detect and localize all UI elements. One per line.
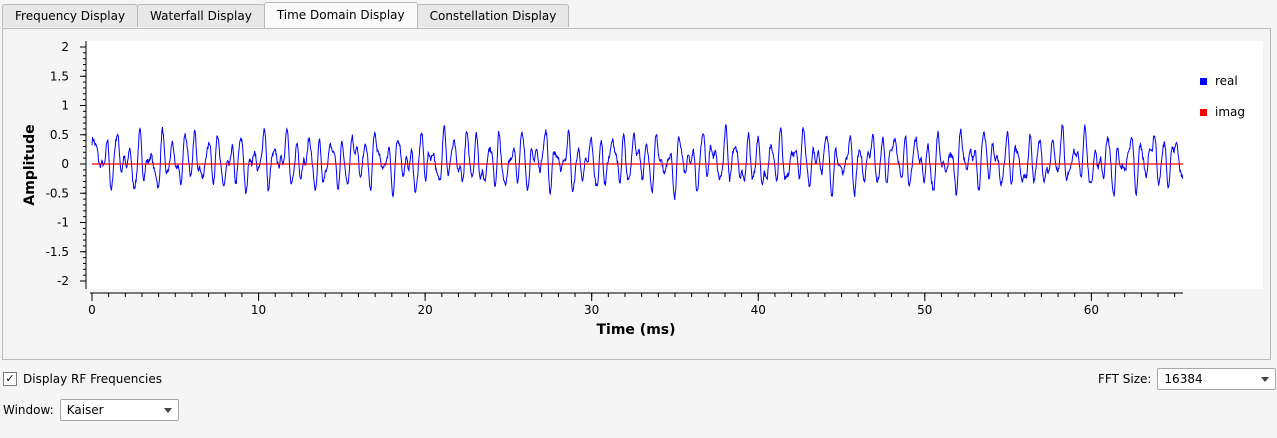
y-tick-label: 1 [61, 99, 69, 113]
display-rf-frequencies-row[interactable]: ✓ Display RF Frequencies [3, 372, 162, 386]
legend-item-real[interactable]: real [1200, 73, 1245, 89]
y-tick-label: 0 [61, 157, 69, 171]
controls-area: ✓ Display RF Frequencies FFT Size: 16384… [0, 362, 1277, 438]
series-real [91, 124, 1184, 200]
y-tick-label: 0.5 [50, 128, 69, 142]
plot-area [86, 41, 1263, 289]
chevron-down-icon [1261, 376, 1270, 382]
x-tick-label: 50 [917, 303, 932, 317]
chevron-down-icon [163, 407, 172, 413]
x-tick-label: 0 [88, 303, 96, 317]
window-row: Window: Kaiser [3, 399, 179, 421]
time-domain-plot[interactable]: 2 1.5 1 0.5 0 -0.5 -1 -1.5 -2 0 10 20 30 40 50 60 Time… [3, 29, 1270, 359]
x-tick-label: 30 [584, 303, 599, 317]
tab-bar: Frequency Display Waterfall Display Time… [2, 2, 570, 28]
series-real-line [91, 124, 1184, 200]
x-tick-label: 40 [751, 303, 766, 317]
tab-frequency-display[interactable]: Frequency Display [2, 4, 139, 27]
x-axis-label: Time (ms) [596, 322, 675, 338]
legend-label-real: real [1215, 74, 1238, 88]
x-tick-label: 20 [417, 303, 432, 317]
y-tick-label: -2 [57, 274, 69, 288]
legend-swatch-imag [1200, 108, 1207, 116]
x-axis-ticks: 0 10 20 30 40 50 60 [88, 293, 1176, 317]
legend-item-imag[interactable]: imag [1200, 104, 1245, 120]
tab-time-domain-display[interactable]: Time Domain Display [263, 2, 418, 28]
tab-constellation-display[interactable]: Constellation Display [416, 4, 570, 27]
display-rf-frequencies-checkbox[interactable]: ✓ [3, 372, 17, 386]
legend: real imag [1200, 73, 1245, 135]
window-select[interactable]: Kaiser [59, 399, 179, 421]
tab-waterfall-display[interactable]: Waterfall Display [137, 4, 265, 27]
fft-size-label: FFT Size: [1098, 372, 1152, 386]
y-tick-label: -1 [57, 216, 69, 230]
x-tick-label: 60 [1084, 303, 1099, 317]
legend-label-imag: imag [1215, 105, 1245, 119]
display-rf-frequencies-label: Display RF Frequencies [23, 372, 162, 386]
y-axis-ticks: 2 1.5 1 0.5 0 -0.5 -1 -1.5 -2 [46, 40, 86, 288]
time-domain-panel: 2 1.5 1 0.5 0 -0.5 -1 -1.5 -2 0 10 20 30 40 50 60 Time… [2, 28, 1271, 360]
y-tick-label: -0.5 [46, 186, 69, 200]
window-label: Window: [3, 403, 54, 417]
x-tick-label: 10 [251, 303, 266, 317]
y-tick-label: 2 [61, 40, 69, 54]
fft-size-value: 16384 [1164, 372, 1203, 386]
fft-size-select[interactable]: 16384 [1157, 368, 1277, 390]
y-tick-label: 1.5 [50, 69, 69, 83]
window-value: Kaiser [66, 403, 104, 417]
y-tick-label: -1.5 [46, 245, 69, 259]
legend-swatch-real [1200, 77, 1207, 85]
y-axis-label: Amplitude [22, 124, 38, 205]
fft-size-row: FFT Size: 16384 [1098, 368, 1277, 390]
